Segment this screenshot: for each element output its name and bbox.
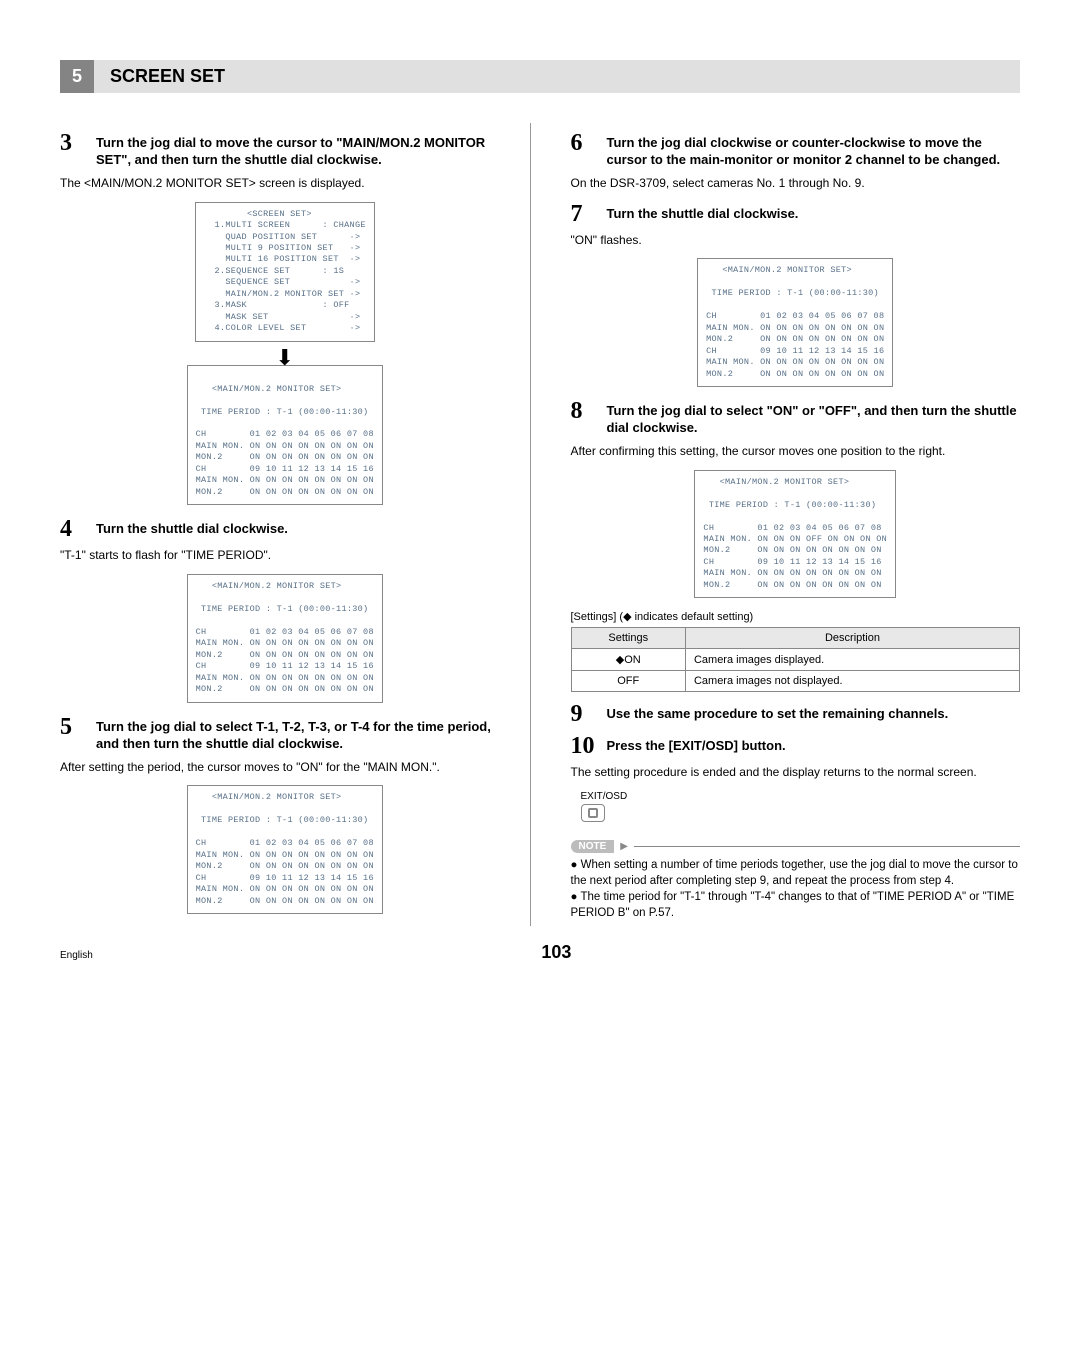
- step-title: Turn the shuttle dial clockwise.: [607, 202, 799, 223]
- step-number: 6: [571, 131, 595, 155]
- chapter-number: 5: [60, 60, 94, 93]
- step-7: 7 Turn the shuttle dial clockwise.: [571, 202, 1021, 226]
- step-body: The setting procedure is ended and the d…: [571, 764, 1021, 781]
- cell-desc: Camera images displayed.: [685, 649, 1019, 671]
- step-body: After setting the period, the cursor mov…: [60, 759, 510, 776]
- exit-osd-button[interactable]: [581, 804, 605, 822]
- step-5: 5 Turn the jog dial to select T-1, T-2, …: [60, 715, 510, 753]
- osd-screen-set: <SCREEN SET> 1.MULTI SCREEN : CHANGE QUA…: [195, 202, 375, 342]
- cell-setting: ◆ON: [571, 649, 685, 671]
- step-body: After confirming this setting, the curso…: [571, 443, 1021, 460]
- osd-monitor-set-off: <MAIN/MON.2 MONITOR SET> TIME PERIOD : T…: [694, 470, 896, 599]
- settings-caption: [Settings] (◆ indicates default setting): [571, 610, 1021, 623]
- step-number: 8: [571, 399, 595, 423]
- settings-table: Settings Description ◆ON Camera images d…: [571, 627, 1021, 692]
- cell-setting: OFF: [571, 671, 685, 692]
- osd-monitor-set: <MAIN/MON.2 MONITOR SET> TIME PERIOD : T…: [187, 365, 383, 505]
- note-item: When setting a number of time periods to…: [571, 857, 1021, 889]
- step-title: Turn the jog dial to select T-1, T-2, T-…: [96, 715, 510, 753]
- note-item: The time period for "T-1" through "T-4" …: [571, 889, 1021, 921]
- step-body: On the DSR-3709, select cameras No. 1 th…: [571, 175, 1021, 192]
- step-title: Press the [EXIT/OSD] button.: [607, 734, 786, 755]
- note-label: NOTE: [571, 840, 615, 853]
- step-body: "ON" flashes.: [571, 232, 1021, 249]
- step-number: 10: [571, 734, 595, 758]
- step-title: Turn the jog dial clockwise or counter-c…: [607, 131, 1021, 169]
- step-9: 9 Use the same procedure to set the rema…: [571, 702, 1021, 726]
- right-column: 6 Turn the jog dial clockwise or counter…: [571, 123, 1021, 926]
- osd-monitor-set-cursor-on: <MAIN/MON.2 MONITOR SET> TIME PERIOD : T…: [187, 785, 383, 914]
- step-title: Turn the jog dial to move the cursor to …: [96, 131, 510, 169]
- osd-grid: CH 01 02 03 04 05 06 07 08 MAIN MON. ON …: [196, 429, 374, 496]
- step-10: 10 Press the [EXIT/OSD] button.: [571, 734, 1021, 758]
- note-rule: [634, 846, 1020, 847]
- osd-title: <MAIN/MON.2 MONITOR SET>: [196, 384, 342, 394]
- step-3: 3 Turn the jog dial to move the cursor t…: [60, 131, 510, 169]
- left-column: 3 Turn the jog dial to move the cursor t…: [60, 123, 531, 926]
- down-arrow-icon: ⬇: [60, 350, 510, 365]
- page-columns: 3 Turn the jog dial to move the cursor t…: [60, 123, 1020, 926]
- note-list: When setting a number of time periods to…: [571, 857, 1021, 921]
- triangle-right-icon: ▶: [620, 841, 628, 852]
- exit-osd-label: EXIT/OSD: [581, 791, 1021, 802]
- osd-monitor-set-on-flash: <MAIN/MON.2 MONITOR SET> TIME PERIOD : T…: [697, 258, 893, 387]
- step-number: 5: [60, 715, 84, 739]
- step-number: 9: [571, 702, 595, 726]
- chapter-header: 5 SCREEN SET: [60, 60, 1020, 93]
- step-title: Turn the shuttle dial clockwise.: [96, 517, 288, 538]
- footer-page-number: 103: [541, 942, 571, 963]
- table-row: OFF Camera images not displayed.: [571, 671, 1020, 692]
- step-6: 6 Turn the jog dial clockwise or counter…: [571, 131, 1021, 169]
- step-number: 7: [571, 202, 595, 226]
- step-8: 8 Turn the jog dial to select "ON" or "O…: [571, 399, 1021, 437]
- footer-language: English: [60, 950, 93, 961]
- col-description: Description: [685, 628, 1019, 649]
- step-number: 4: [60, 517, 84, 541]
- stop-icon: [588, 808, 598, 818]
- osd-monitor-set-flash-t1: <MAIN/MON.2 MONITOR SET> TIME PERIOD : T…: [187, 574, 383, 703]
- col-settings: Settings: [571, 628, 685, 649]
- step-body: The <MAIN/MON.2 MONITOR SET> screen is d…: [60, 175, 510, 192]
- step-body: "T-1" starts to flash for "TIME PERIOD".: [60, 547, 510, 564]
- chapter-title: SCREEN SET: [94, 60, 1020, 93]
- cell-desc: Camera images not displayed.: [685, 671, 1019, 692]
- step-number: 3: [60, 131, 84, 155]
- step-title: Use the same procedure to set the remain…: [607, 702, 949, 723]
- step-title: Turn the jog dial to select "ON" or "OFF…: [607, 399, 1021, 437]
- step-4: 4 Turn the shuttle dial clockwise.: [60, 517, 510, 541]
- osd-time-period: TIME PERIOD : T-1 (00:00-11:30): [196, 407, 369, 417]
- page-footer: English 103: [60, 942, 1020, 963]
- table-row: ◆ON Camera images displayed.: [571, 649, 1020, 671]
- note-header: NOTE ▶: [571, 840, 1021, 853]
